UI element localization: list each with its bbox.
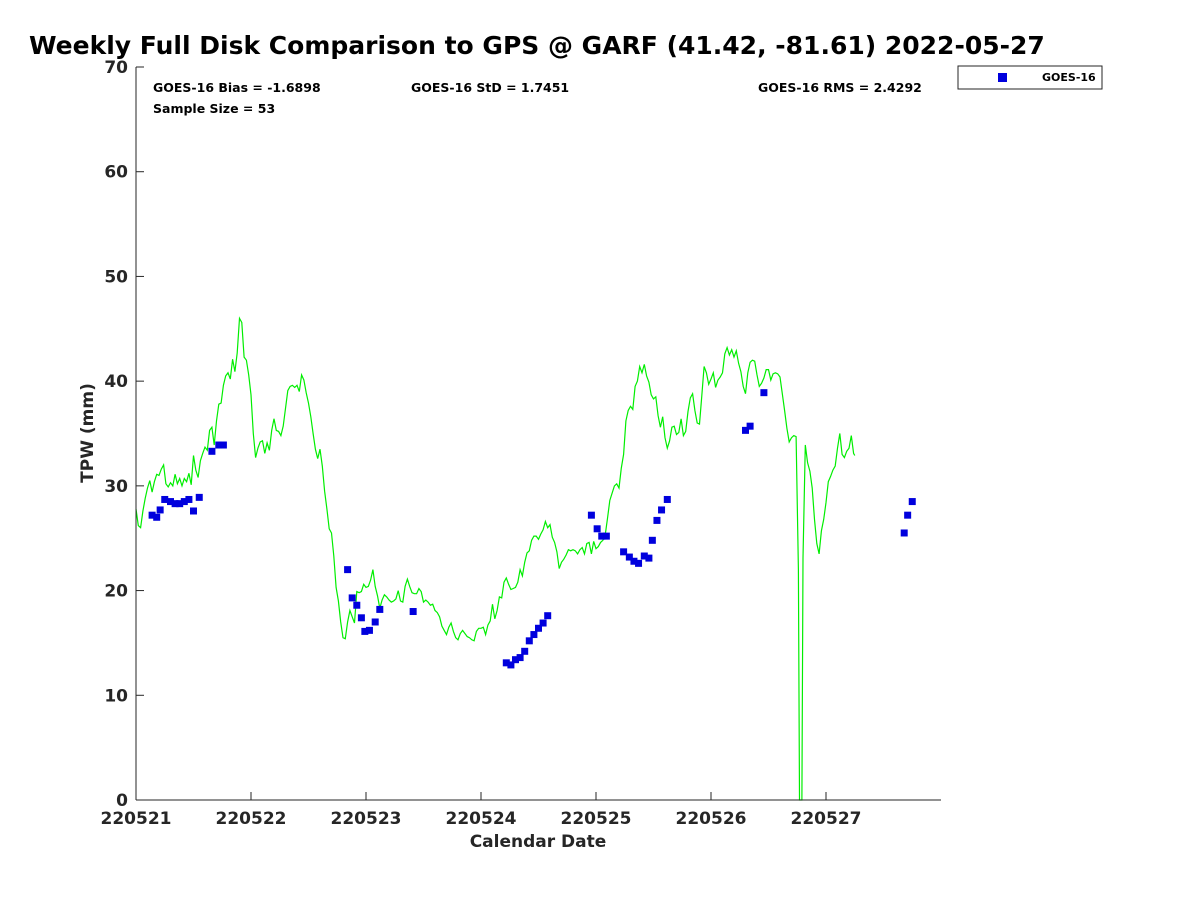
goes16-point bbox=[746, 422, 754, 430]
y-tick-label: 10 bbox=[104, 686, 128, 706]
goes16-point bbox=[512, 656, 519, 664]
goes16-point bbox=[521, 647, 529, 655]
x-tick-label: 220527 bbox=[791, 809, 862, 829]
goes16-point bbox=[215, 441, 223, 449]
goes16-point bbox=[357, 614, 365, 622]
goes16-point bbox=[908, 498, 916, 506]
legend-marker bbox=[998, 73, 1007, 82]
goes16-point bbox=[663, 495, 671, 503]
goes16-point bbox=[535, 624, 542, 632]
goes16-point bbox=[353, 601, 361, 609]
goes16-point bbox=[148, 511, 156, 519]
goes16-point bbox=[544, 612, 552, 620]
stat-bias: GOES-16 Bias = -1.6898 bbox=[153, 80, 321, 95]
goes16-point bbox=[525, 637, 533, 645]
y-tick-label: 20 bbox=[104, 582, 128, 602]
goes16-point bbox=[156, 506, 164, 514]
goes16-point bbox=[620, 548, 628, 556]
goes16-point bbox=[640, 552, 648, 560]
y-tick-label: 70 bbox=[104, 58, 128, 78]
x-tick-label: 220524 bbox=[446, 809, 517, 829]
goes16-point bbox=[598, 532, 606, 540]
goes16-point bbox=[760, 389, 768, 397]
goes16-point bbox=[742, 426, 749, 434]
goes16-point bbox=[195, 493, 203, 501]
y-axis-label: TPW (mm) bbox=[78, 383, 98, 483]
goes16-point bbox=[658, 506, 666, 514]
goes16-point bbox=[344, 566, 352, 574]
goes16-point bbox=[635, 559, 643, 567]
stat-sample-size: Sample Size = 53 bbox=[153, 101, 275, 116]
goes16-point bbox=[219, 441, 227, 449]
goes16-point bbox=[371, 618, 379, 626]
goes16-point bbox=[507, 661, 515, 669]
stat-rms: GOES-16 RMS = 2.4292 bbox=[758, 80, 922, 95]
goes16-point bbox=[587, 511, 595, 519]
goes16-point bbox=[645, 554, 653, 562]
goes16-point bbox=[190, 507, 197, 515]
x-tick-label: 220521 bbox=[101, 809, 172, 829]
x-axis-ticks: 220521 220522 220523 220524 220525 220526 2205… bbox=[101, 792, 862, 829]
x-tick-label: 220523 bbox=[331, 809, 402, 829]
goes16-point bbox=[361, 627, 369, 635]
legend-box bbox=[957, 65, 1103, 90]
goes16-point bbox=[180, 498, 188, 506]
goes16-point bbox=[530, 631, 538, 639]
y-tick-label: 50 bbox=[104, 267, 128, 287]
gps-series-line bbox=[135, 316, 856, 801]
goes16-point bbox=[348, 594, 356, 602]
goes16-point bbox=[171, 500, 179, 508]
chart-title: Weekly Full Disk Comparison to GPS @ GAR… bbox=[29, 31, 1045, 60]
goes16-point bbox=[376, 605, 384, 613]
goes16-point bbox=[648, 536, 656, 544]
y-axis-ticks: 0 10 20 30 40 50 60 70 bbox=[104, 58, 144, 811]
goes16-point bbox=[161, 495, 169, 503]
y-tick-label: 60 bbox=[104, 163, 128, 183]
goes16-point bbox=[539, 619, 547, 627]
goes16-point bbox=[176, 500, 184, 508]
goes16-point bbox=[653, 516, 661, 524]
goes16-point bbox=[365, 626, 373, 634]
plot-area bbox=[136, 67, 941, 800]
x-tick-label: 220525 bbox=[561, 809, 632, 829]
goes16-point bbox=[185, 495, 193, 503]
goes16-point bbox=[208, 447, 216, 455]
goes16-point bbox=[900, 529, 908, 537]
x-axis-label: Calendar Date bbox=[470, 832, 607, 852]
goes16-point bbox=[153, 513, 161, 521]
goes16-point bbox=[516, 654, 524, 662]
goes16-point bbox=[602, 532, 610, 540]
goes16-point bbox=[630, 557, 638, 565]
gps-tpw-line bbox=[135, 316, 856, 801]
goes16-point bbox=[904, 511, 912, 519]
x-tick-label: 220526 bbox=[676, 809, 747, 829]
y-tick-label: 30 bbox=[104, 477, 128, 497]
legend: GOES-16 bbox=[957, 65, 1103, 90]
y-tick-label: 40 bbox=[104, 372, 128, 392]
legend-label-goes16: GOES-16 bbox=[1042, 71, 1096, 84]
y-tick-label: 0 bbox=[116, 791, 128, 811]
goes16-point bbox=[593, 525, 601, 533]
goes16-point bbox=[625, 553, 633, 561]
stat-std: GOES-16 StD = 1.7451 bbox=[411, 80, 569, 95]
goes16-markers bbox=[148, 389, 916, 669]
x-tick-label: 220522 bbox=[216, 809, 287, 829]
goes16-point bbox=[409, 608, 417, 616]
goes16-point bbox=[167, 498, 174, 506]
goes16-point bbox=[502, 659, 510, 667]
